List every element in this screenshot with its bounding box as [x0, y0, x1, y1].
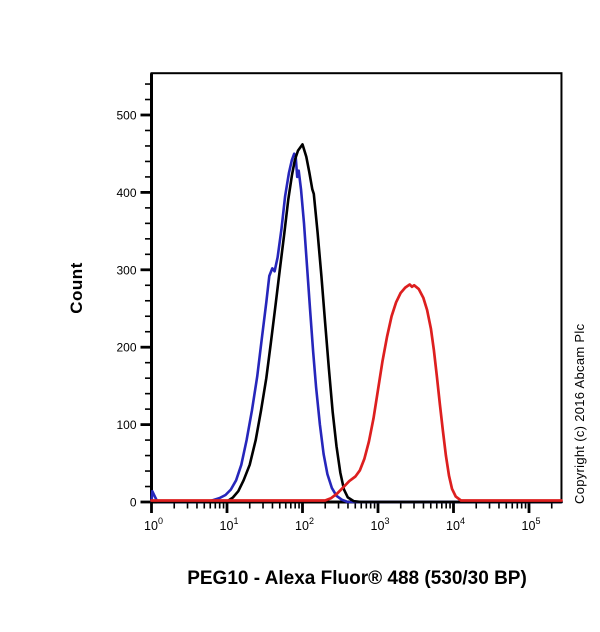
y-tick-label: 200 — [116, 341, 136, 355]
x-tick-label: 102 — [295, 516, 314, 533]
x-axis-title: PEG10 - Alexa Fluor® 488 (530/30 BP) — [187, 568, 527, 589]
y-major-ticks: 0 100 200 300 400 500 — [116, 109, 152, 510]
x-major-ticks: 100 101 102 103 104 105 — [144, 502, 540, 533]
y-tick-label: 0 — [130, 496, 137, 510]
curve-peg10-stained-red — [150, 283, 563, 502]
x-tick-label: 100 — [144, 516, 163, 533]
flow-cytometry-figure: 0 100 200 300 400 500 100 101 102 103 104 105 Count… — [40, 16, 600, 616]
x-tick-label: 104 — [446, 516, 465, 533]
x-tick-label: 103 — [371, 516, 390, 533]
y-tick-label: 500 — [116, 109, 136, 123]
y-tick-label: 400 — [116, 186, 136, 200]
plot-frame — [150, 72, 563, 503]
y-tick-label: 100 — [116, 418, 136, 432]
y-tick-label: 300 — [116, 263, 136, 277]
curve-negative-control-blue — [150, 152, 563, 504]
curve-unlabelled-control-black — [150, 143, 563, 504]
x-tick-label: 101 — [220, 516, 239, 533]
copyright-note: Copyright (c) 2016 Abcam Plc — [572, 323, 587, 504]
y-minor-ticks — [145, 83, 152, 488]
x-tick-label: 105 — [522, 516, 541, 533]
plot-area: 0 100 200 300 400 500 100 101 102 103 104 105 — [116, 72, 563, 533]
y-axis-title: Count — [67, 262, 86, 314]
